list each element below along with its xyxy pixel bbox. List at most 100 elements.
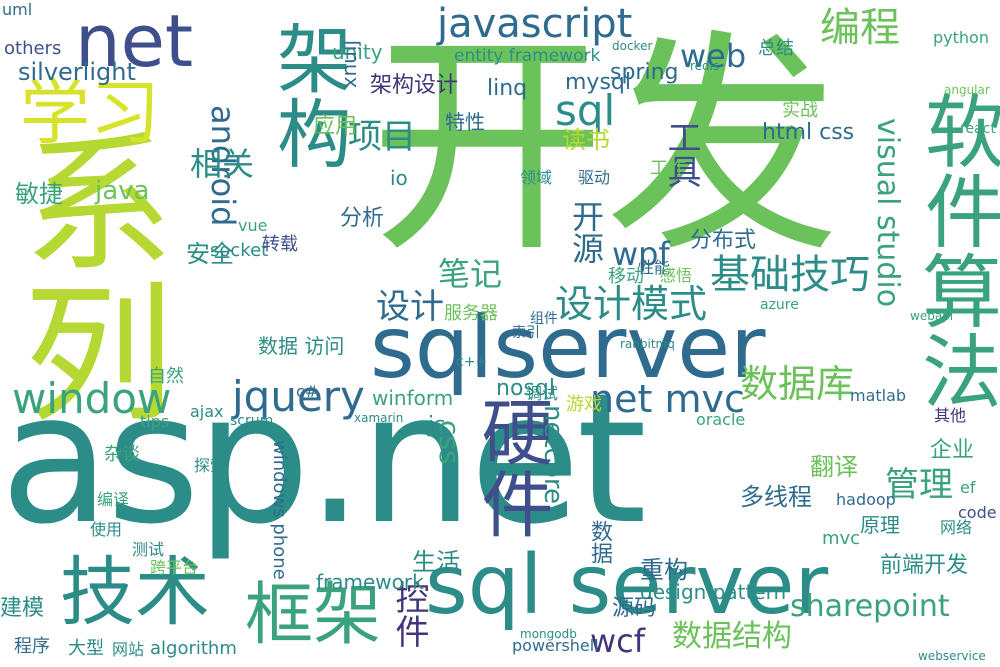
word-ganwu: 感悟 xyxy=(660,266,693,285)
word-socket: socket xyxy=(210,240,269,261)
word-daxing: 大型 xyxy=(68,638,104,659)
word-entity-framework: entity framework xyxy=(454,46,601,66)
word-html-css: html css xyxy=(762,120,855,145)
word-xingneng: 性能 xyxy=(638,258,671,277)
word-netcore: netcore xyxy=(538,405,568,504)
word-zhuanzai: 转载 xyxy=(262,234,298,255)
word-anquan: 安全 xyxy=(186,240,234,268)
word-biji: 笔记 xyxy=(438,255,503,293)
word-zatan: 杂谈 xyxy=(104,444,140,465)
word-chonggou: 重构 xyxy=(640,556,688,584)
word-web: web xyxy=(680,37,747,75)
word-yuanli: 原理 xyxy=(860,513,900,537)
word-sheji: 设计 xyxy=(376,287,444,327)
word-uml: uml xyxy=(2,0,33,19)
word-chengxu: 程序 xyxy=(14,636,50,657)
word-spring: spring xyxy=(610,60,679,85)
word-kuapingtai: 跨平台 xyxy=(150,558,199,577)
word-yingyong: 应用 xyxy=(313,114,358,139)
word-minjie: 敏捷 xyxy=(15,180,63,208)
word-suoyin: 索引 xyxy=(512,325,540,341)
word-jquery: jquery xyxy=(232,372,365,421)
word-hadoop: hadoop xyxy=(836,490,896,509)
word-qianduankaifa: 前端开发 xyxy=(880,553,969,578)
word-duoxiancheng: 多线程 xyxy=(740,483,812,511)
word-jichujiqiao: 基础技巧 xyxy=(710,252,870,298)
word-tips: tips xyxy=(140,412,170,431)
word-wpf: wpf xyxy=(612,235,670,273)
word-shujujiegou: 数据结构 xyxy=(672,619,792,654)
word-fuwuqi: 服务器 xyxy=(444,303,498,324)
word-webapi: webapi xyxy=(910,309,954,323)
word-mongodb: mongodb xyxy=(520,627,577,641)
word-java: java xyxy=(95,176,150,206)
word-jiagou: 架构 xyxy=(264,20,352,170)
word-jishu: 技术 xyxy=(60,548,211,636)
word-ajax: ajax xyxy=(190,402,224,421)
word-windows-phone: windows phone xyxy=(269,440,290,580)
word-angular: angular xyxy=(944,83,990,97)
word-texing: 特性 xyxy=(445,110,485,134)
word-ceshi: 测试 xyxy=(132,540,165,559)
word-winform: winform xyxy=(372,386,454,410)
word-shuju: 数据 xyxy=(587,520,612,564)
word-unity: unity xyxy=(332,40,383,64)
word-tiaoshi: 调试 xyxy=(526,384,559,403)
word-asp-net: asp.net xyxy=(0,355,647,564)
word-fenxi: 分析 xyxy=(340,206,385,231)
word-csharp: c# xyxy=(296,382,319,401)
word-others: others xyxy=(4,38,62,59)
word-xiangguan: 相关 xyxy=(190,145,255,183)
word-linux: linux xyxy=(340,40,364,89)
word-azure: azure xyxy=(760,297,799,313)
word-mvc: mvc xyxy=(822,528,861,549)
word-qudong: 驱动 xyxy=(578,168,611,187)
word-shujufangwen: 数据 访问 xyxy=(258,334,345,358)
word-code: code xyxy=(958,503,997,522)
word-kongjian: 控件 xyxy=(389,580,429,648)
word-sharepoint: sharepoint xyxy=(790,589,950,624)
word-nosql: nosql xyxy=(496,376,555,401)
word-xuexi: 学习 xyxy=(20,72,160,154)
word-oracle: oracle xyxy=(696,410,746,429)
word-youxi: 游戏 xyxy=(566,394,602,415)
word-zongjie: 总结 xyxy=(758,38,794,59)
word-css: css xyxy=(433,420,466,465)
word-shiyong: 使用 xyxy=(90,520,123,539)
word-powershell: powershell xyxy=(512,636,599,655)
word-shenghuo: 生活 xyxy=(412,548,460,576)
word-sql: sql xyxy=(555,86,616,135)
word-qiye: 企业 xyxy=(930,438,975,463)
word-yuanma: 源码 xyxy=(612,596,657,621)
word-net-mvc: net mvc xyxy=(590,377,745,421)
word-android: android xyxy=(204,105,242,227)
word-jianmo: 建模 xyxy=(0,596,45,621)
word-ruanjian: 软件 xyxy=(912,90,1000,250)
word-shujuku: 数据库 xyxy=(740,362,855,406)
word-ziran: 自然 xyxy=(148,366,184,387)
word-linq: linq xyxy=(487,76,528,101)
word-sql-server: sql server xyxy=(425,538,829,633)
word-sqlserver: sqlserver xyxy=(370,298,766,398)
word-design-pattern: design pattern xyxy=(640,580,787,604)
word-bianyi: 编译 xyxy=(97,490,130,509)
word-kaiyuan: 开源 xyxy=(567,200,605,264)
word-webservice: webservice xyxy=(918,649,986,663)
word-xamarin: xamarin xyxy=(354,411,404,425)
word-algorithm: algorithm xyxy=(150,638,237,659)
word-kaifa: 开发 xyxy=(370,11,840,284)
word-kuangjia: 框架 xyxy=(245,576,382,655)
word-js: js xyxy=(428,413,446,438)
word-lingyu: 领域 xyxy=(520,168,553,187)
word-python: python xyxy=(933,28,989,47)
word-scrum: scrum xyxy=(230,413,274,429)
word-guanli: 管理 xyxy=(885,465,953,505)
word-ef: ef xyxy=(960,478,976,497)
word-window: window xyxy=(12,374,172,423)
word-wangzhan: 网站 xyxy=(112,640,145,659)
word-zujian: 组件 xyxy=(530,311,558,327)
word-tansuo: 探索 xyxy=(194,456,227,475)
word-suanfa: 算法 xyxy=(909,250,1000,410)
word-docker: docker xyxy=(612,39,653,53)
